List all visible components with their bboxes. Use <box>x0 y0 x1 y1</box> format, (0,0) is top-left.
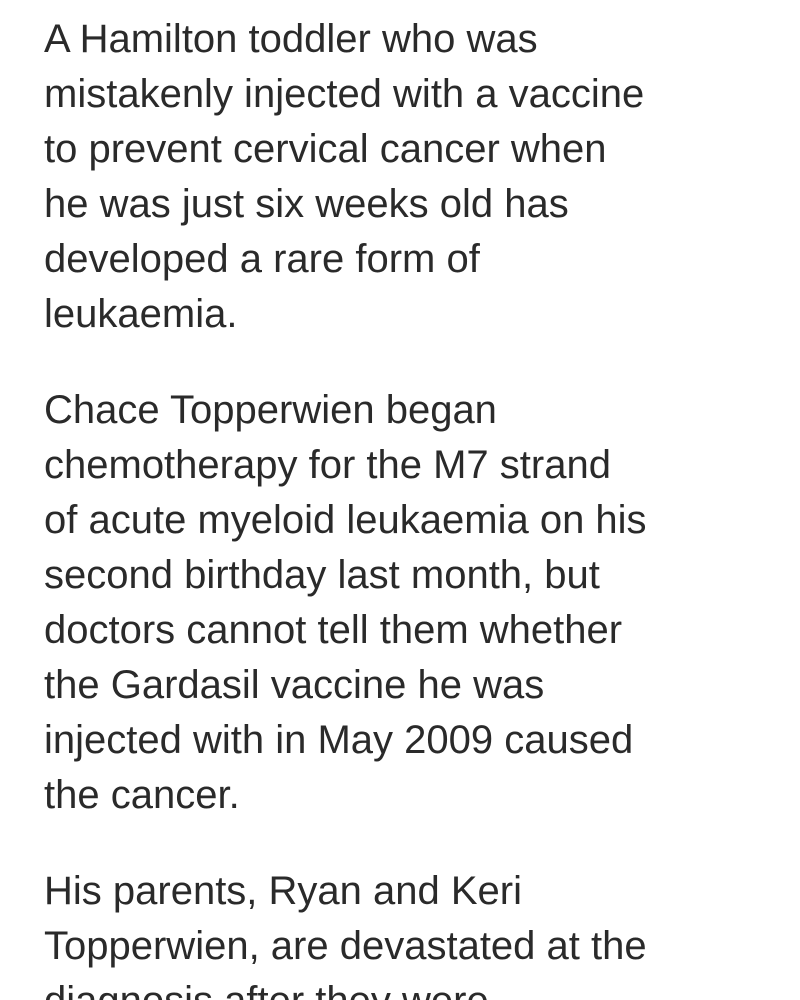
text-line: A Hamilton toddler who was <box>44 17 538 61</box>
text-line: developed a rare form of <box>44 237 480 281</box>
text-line: Chace Topperwien began <box>44 388 497 432</box>
text-line: injected with in May 2009 caused <box>44 718 634 762</box>
text-line: to prevent cervical cancer when <box>44 127 607 171</box>
text-line: of acute myeloid leukaemia on his <box>44 498 647 542</box>
text-line: leukaemia. <box>44 292 238 336</box>
text-line: doctors cannot tell them whether <box>44 608 623 652</box>
text-line: he was just six weeks old has <box>44 182 569 226</box>
text-line: the cancer. <box>44 773 240 817</box>
text-line: diagnosis after they were <box>44 974 489 1000</box>
text-line: His parents, Ryan and Keri <box>44 869 523 913</box>
text-line: chemotherapy for the M7 strand <box>44 443 611 487</box>
text-line: the Gardasil vaccine he was <box>44 663 545 707</box>
text-line: mistakenly injected with a vaccine <box>44 72 645 116</box>
text-line: second birthday last month, but <box>44 553 600 597</box>
text-line: Topperwien, are devastated at the <box>44 924 647 968</box>
